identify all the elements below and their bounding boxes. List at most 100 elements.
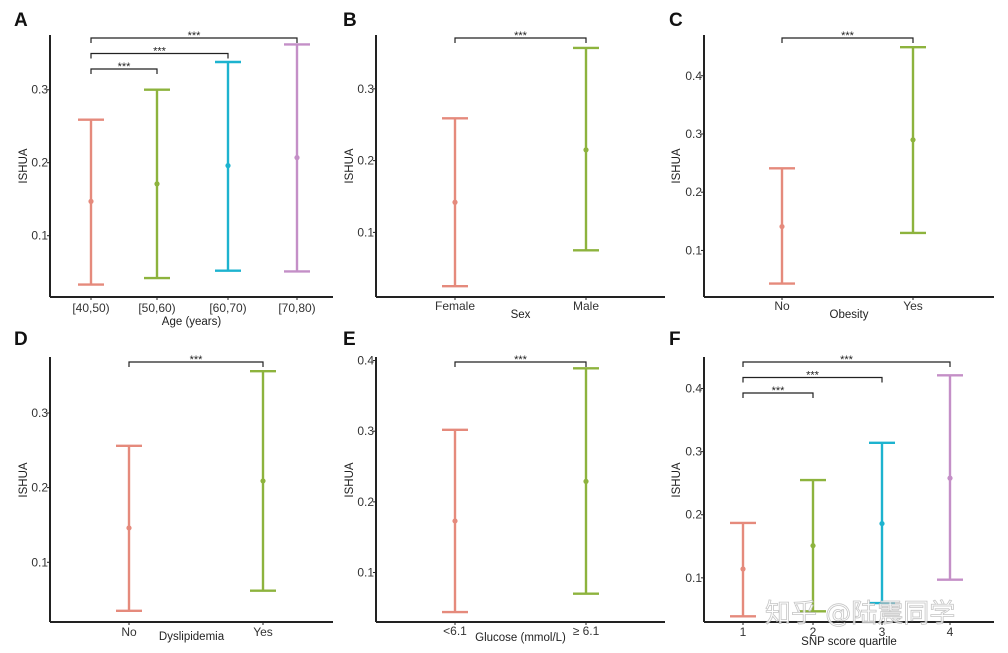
errorbar-1 — [800, 478, 826, 613]
x-tick-label: No — [774, 299, 790, 313]
x-axis-title: Sex — [511, 309, 531, 321]
mean-point — [740, 566, 746, 572]
panel-label: C — [669, 10, 683, 31]
significance-bracket: *** — [90, 30, 298, 43]
x-axis-title: Glucose (mmol/L) — [475, 632, 566, 644]
significance-bracket: *** — [454, 30, 587, 43]
mean-point — [154, 181, 160, 187]
errorbar-1 — [573, 367, 599, 595]
errorbar-3 — [284, 43, 310, 273]
y-tick-label: 0.3 — [685, 127, 702, 141]
errorbar-2 — [215, 60, 241, 272]
y-tick-label: 0.2 — [685, 508, 702, 522]
y-axis-title: ISHUA — [671, 462, 683, 497]
bracket-line — [90, 68, 158, 74]
y-tick-label: 0.3 — [357, 82, 374, 96]
x-tick-label: Yes — [903, 299, 923, 313]
y-tick-label: 0.2 — [357, 495, 374, 509]
bracket-line — [742, 392, 814, 398]
bracket-line — [90, 52, 229, 59]
errorbar-0 — [116, 444, 142, 613]
mean-point — [88, 198, 94, 204]
bracket-line — [742, 361, 951, 367]
y-tick-label: 0.3 — [31, 83, 48, 97]
errorbar-1 — [900, 46, 926, 235]
y-axis-title: ISHUA — [18, 148, 30, 183]
y-tick-label: 0.1 — [357, 225, 374, 239]
significance-label: *** — [188, 30, 202, 42]
significance-bracket: *** — [742, 354, 951, 367]
errorbar-1 — [250, 369, 276, 592]
y-tick-label: 0.1 — [31, 229, 48, 243]
mean-point — [583, 147, 589, 153]
x-tick-label: <6.1 — [443, 624, 467, 638]
x-tick-label: Yes — [253, 625, 273, 639]
y-tick-label: 0.3 — [357, 424, 374, 438]
mean-point — [583, 478, 589, 484]
mean-point — [294, 155, 300, 161]
significance-bracket: *** — [454, 354, 587, 367]
y-axis-title: ISHUA — [671, 148, 683, 183]
panel-label: B — [343, 10, 357, 31]
significance-label: *** — [841, 30, 855, 42]
panel-d: D 0.1 0.2 0.3 ISHUA No Yes Dyslipidemia *** — [14, 329, 333, 643]
mean-point — [779, 223, 785, 230]
y-tick-label: 0.4 — [685, 69, 702, 83]
significance-label: *** — [514, 354, 528, 366]
x-tick-label: 1 — [740, 625, 747, 639]
significance-bracket: *** — [742, 370, 883, 383]
errorbar-0 — [730, 521, 756, 618]
y-tick-label: 0.2 — [31, 481, 48, 495]
panel-label: F — [669, 329, 681, 350]
y-axis-title: ISHUA — [18, 462, 30, 497]
significance-label: *** — [190, 354, 204, 366]
bracket-line — [128, 361, 264, 367]
mean-point — [879, 520, 885, 527]
panel-c: C 0.1 0.2 0.3 0.4 ISHUA No Yes Obesity *** — [669, 10, 994, 321]
errorbar-0 — [78, 118, 104, 286]
y-tick-label: 0.2 — [357, 154, 374, 168]
y-tick-label: 0.3 — [685, 445, 702, 459]
bracket-line — [781, 37, 914, 43]
errorbar-3 — [937, 374, 963, 581]
x-tick-label: ≥ 6.1 — [573, 624, 600, 638]
y-tick-label: 0.2 — [685, 185, 702, 199]
bracket-line — [742, 376, 883, 383]
panel-b: B 0.1 0.2 0.3 ISHUA Female Male Sex *** — [343, 10, 665, 321]
errorbar-0 — [769, 167, 795, 285]
significance-label: *** — [772, 385, 786, 397]
significance-label: *** — [153, 46, 167, 58]
x-axis-title: SNP score quartile — [801, 636, 897, 648]
mean-point — [947, 475, 953, 481]
x-axis-title: Dyslipidemia — [159, 631, 225, 643]
significance-label: *** — [118, 61, 132, 73]
bracket-line — [454, 361, 587, 367]
y-tick-label: 0.4 — [685, 382, 702, 396]
x-axis-title: Age (years) — [162, 316, 222, 328]
x-tick-label: 4 — [947, 625, 954, 639]
bracket-line — [454, 37, 587, 43]
errorbar-0 — [442, 117, 468, 288]
x-tick-label: [60,70) — [209, 301, 246, 315]
panel-label: A — [14, 10, 28, 31]
x-axis-title: Obesity — [830, 309, 869, 321]
y-tick-label: 0.3 — [31, 406, 48, 420]
x-tick-label: [50,60) — [138, 301, 175, 315]
mean-point — [126, 525, 132, 531]
significance-bracket: *** — [128, 354, 264, 367]
bracket-line — [90, 37, 298, 43]
significance-bracket: *** — [781, 30, 914, 43]
significance-label: *** — [806, 370, 820, 382]
panel-a: A 0.1 0.2 0.3 ISHUA [40,50) [50,60) [60,70) [70,… — [14, 10, 333, 328]
mean-point — [452, 518, 458, 524]
y-tick-label: 0.1 — [685, 571, 702, 585]
mean-point — [910, 137, 916, 143]
significance-bracket: *** — [90, 61, 158, 74]
y-tick-label: 0.1 — [357, 566, 374, 580]
panel-label: E — [343, 329, 356, 350]
x-tick-label: 3 — [879, 625, 886, 639]
y-tick-label: 0.2 — [31, 156, 48, 170]
mean-point — [810, 543, 816, 549]
x-tick-label: [70,80) — [278, 301, 315, 315]
mean-point — [260, 478, 266, 484]
